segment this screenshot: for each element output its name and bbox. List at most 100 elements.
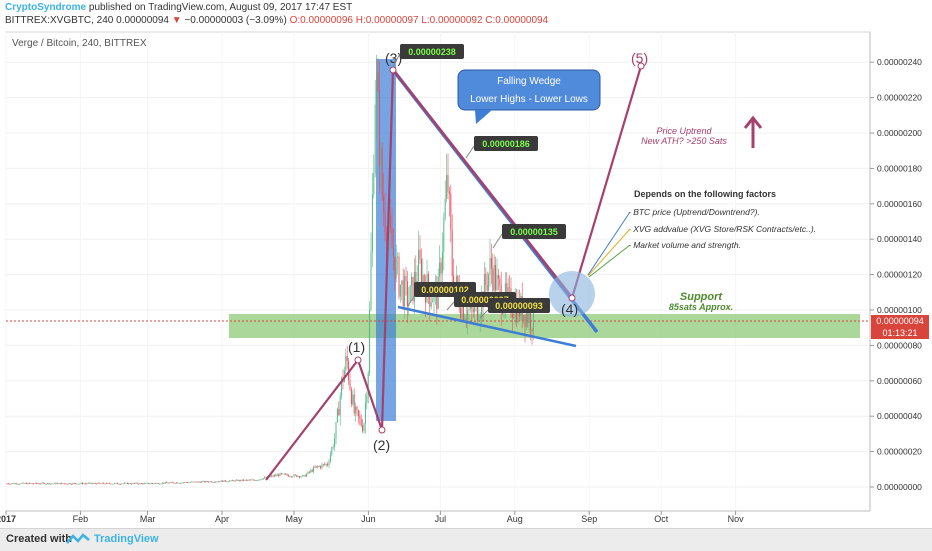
candle-body bbox=[369, 309, 371, 374]
wedge-lower-line bbox=[397, 305, 577, 348]
candle-body bbox=[192, 481, 194, 483]
candle-body bbox=[331, 447, 333, 455]
candle-body bbox=[341, 377, 343, 396]
x-tick-label: Mar bbox=[140, 514, 156, 524]
candle-body bbox=[6, 483, 8, 485]
candle-body bbox=[238, 480, 240, 482]
x-tick-label: Aug bbox=[507, 514, 523, 524]
candle-body bbox=[124, 482, 126, 484]
candle-body bbox=[140, 483, 142, 484]
candle-body bbox=[10, 483, 12, 485]
candle-body bbox=[180, 482, 182, 484]
candle-body bbox=[488, 274, 490, 291]
tradingview-brand[interactable]: TradingView bbox=[94, 533, 159, 545]
candle-body bbox=[118, 483, 120, 485]
chart-background bbox=[0, 30, 932, 528]
support-subtitle: 85sats Approx. bbox=[669, 302, 733, 312]
candle-body bbox=[364, 402, 366, 424]
candle-body bbox=[353, 394, 355, 414]
candle-body bbox=[76, 483, 78, 485]
candle-body bbox=[195, 481, 197, 483]
candle-body bbox=[460, 308, 462, 318]
candle-body bbox=[240, 480, 242, 481]
candle-body bbox=[47, 483, 49, 484]
candle-body bbox=[75, 483, 77, 484]
candle-body bbox=[324, 464, 326, 466]
last-price: 0.00000094 bbox=[116, 15, 169, 26]
candle-body bbox=[327, 464, 329, 466]
candle-body bbox=[234, 480, 236, 482]
candle-body bbox=[444, 198, 446, 219]
price-chart[interactable]: Verge / Bitcoin, 240, BITTREX (1) (2) (3… bbox=[0, 30, 932, 528]
candle-body bbox=[12, 483, 14, 485]
candle-body bbox=[271, 475, 273, 477]
candle-body bbox=[135, 482, 137, 484]
candle-body bbox=[184, 482, 186, 483]
chart-header: CryptoSyndrome published on TradingView.… bbox=[0, 0, 932, 30]
candle-body bbox=[149, 483, 151, 485]
candle-body bbox=[411, 276, 413, 286]
candle-body bbox=[34, 482, 36, 484]
candle-body bbox=[370, 251, 372, 310]
y-tick-label: 0.00000100 bbox=[877, 305, 922, 315]
candle-body bbox=[31, 483, 33, 485]
candle-body bbox=[395, 257, 397, 279]
candle-body bbox=[462, 305, 464, 321]
candle-body bbox=[490, 257, 492, 269]
wave-path bbox=[265, 65, 643, 481]
candle-body bbox=[289, 476, 291, 478]
candle-body bbox=[502, 313, 504, 314]
candle-body bbox=[191, 481, 193, 483]
candle-body bbox=[101, 482, 103, 484]
ohlc-values: O:0.00000096 H:0.00000097 L:0.00000092 C… bbox=[289, 15, 549, 26]
candle-body bbox=[143, 483, 145, 484]
candle-body bbox=[376, 72, 378, 105]
y-axis[interactable]: 0.00000240 0.00000220 0.00000200 0.00000180… bbox=[869, 32, 922, 511]
candle-body bbox=[205, 481, 207, 483]
candle-body bbox=[352, 394, 354, 405]
candle-body bbox=[139, 483, 141, 484]
publish-line: CryptoSyndrome published on TradingView.… bbox=[5, 2, 352, 14]
candle-body bbox=[217, 481, 219, 483]
support-zone bbox=[229, 314, 860, 338]
candle-body bbox=[451, 230, 453, 276]
candle-body bbox=[292, 476, 294, 478]
candle-body bbox=[110, 483, 112, 485]
candle-body bbox=[415, 272, 417, 283]
candle-body bbox=[107, 482, 109, 484]
candle-body bbox=[201, 481, 203, 483]
candle-body bbox=[79, 483, 81, 485]
candle-body bbox=[461, 305, 463, 318]
x-tick-label: Sep bbox=[581, 514, 597, 524]
candle-body bbox=[496, 275, 498, 291]
candle-body bbox=[230, 480, 232, 481]
candle-body bbox=[440, 262, 442, 274]
candle-body bbox=[489, 257, 491, 275]
y-tick-label: 0.00000200 bbox=[877, 128, 922, 138]
candle-body bbox=[173, 482, 175, 484]
candle-body bbox=[278, 474, 280, 477]
candle-body bbox=[492, 268, 494, 291]
author-link[interactable]: CryptoSyndrome bbox=[5, 2, 87, 13]
y-tick-label: 0.00000040 bbox=[877, 411, 922, 421]
candle-body bbox=[35, 482, 37, 484]
candle-body bbox=[66, 483, 68, 485]
candle-body bbox=[366, 396, 368, 403]
wave-point-5 bbox=[637, 62, 645, 70]
factors-title: Depends on the following factors bbox=[634, 189, 776, 199]
candle-body bbox=[236, 479, 238, 481]
candle-body bbox=[244, 479, 246, 481]
candle-body bbox=[399, 284, 401, 297]
y-tick-label: 0.00000080 bbox=[877, 340, 922, 350]
candle-body bbox=[125, 482, 127, 484]
symbol-label: BITTREX:XVGBTC, 240 bbox=[5, 15, 114, 26]
candle-body bbox=[377, 72, 379, 90]
candle-body bbox=[237, 479, 239, 482]
candle-body bbox=[371, 194, 373, 252]
candle-body bbox=[322, 464, 324, 466]
candle-body bbox=[509, 287, 511, 289]
svg-text:0.00000097: 0.00000097 bbox=[461, 295, 509, 305]
candle-body bbox=[258, 479, 260, 481]
candle-body bbox=[132, 483, 134, 484]
x-axis[interactable]: 2017 Feb Mar Apr May Jun Jul Aug Sep Oct Nov bbox=[0, 510, 870, 524]
